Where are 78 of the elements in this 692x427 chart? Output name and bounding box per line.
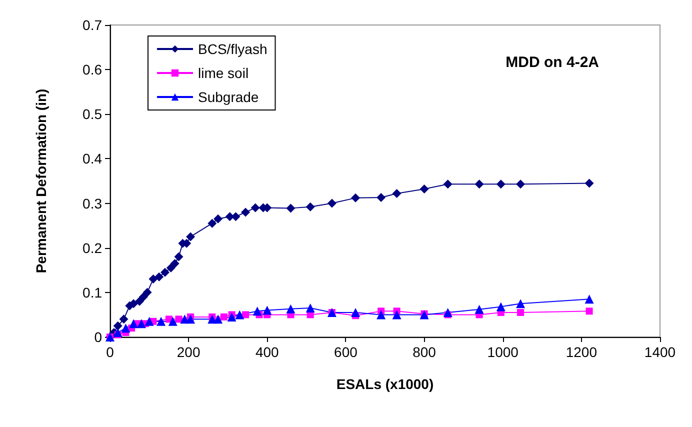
y-axis-title: Permanent Deformation (in) [33,88,49,274]
point [154,272,164,282]
point [138,292,148,302]
point [175,316,182,323]
point [241,208,250,217]
y-tick-label: 0.6 [82,62,102,78]
point [376,310,386,320]
x-tick-label: 200 [176,344,200,360]
x-tick-label: 1200 [566,344,598,360]
point [227,312,236,322]
point [262,306,272,315]
point [214,314,223,324]
legend-label: lime soil [198,65,249,81]
x-tick-label: 800 [412,344,436,360]
point [174,252,184,262]
point [327,198,336,208]
point [516,180,526,189]
point [160,268,170,277]
y-tick-label: 0.2 [82,240,102,256]
point [516,299,526,308]
point [129,319,138,328]
point [306,202,315,212]
point [420,184,429,194]
text: MDD on 4-2A [506,54,600,71]
y-tick-label: 0.4 [82,150,102,167]
x-tick-label: 400 [255,344,280,360]
point [113,321,122,330]
point [376,192,386,202]
y-tick-label: 0.3 [82,195,102,212]
point [208,218,217,228]
point [252,306,262,316]
x-tick-label: 0 [106,344,114,360]
point [392,310,402,320]
point [351,308,360,317]
point [166,263,176,272]
y-tick-label: 0.1 [82,284,102,300]
point [496,302,506,312]
x-axis-title: ESALs (x1000) [336,376,434,392]
point [220,313,228,320]
point [148,274,158,284]
point [144,316,154,326]
point [186,232,196,242]
y-tick-label: 0.7 [82,17,102,33]
point [306,304,315,313]
point [134,296,144,306]
x-tick-label: 1400 [644,344,676,360]
legend-label: Subgrade [198,89,259,105]
point [136,319,146,328]
point [242,311,250,318]
point [584,178,594,188]
legend-label: BCS/flyash [198,41,268,57]
point [584,294,594,304]
point [286,204,296,213]
point [474,180,484,189]
y-tick-label: 0 [94,329,102,345]
point [474,304,484,314]
point [214,214,223,224]
point [121,324,130,333]
point [170,258,180,268]
point [156,316,166,326]
point [392,188,402,198]
point [496,180,506,189]
point [517,308,524,316]
point [113,328,122,338]
y-tick-label: 0.5 [82,106,102,122]
point [250,203,260,212]
point [119,314,128,324]
point [142,288,152,297]
x-tick-label: 600 [334,344,358,360]
point [443,308,452,317]
point [186,314,196,324]
point [443,180,452,189]
point [351,193,360,202]
point [286,304,296,314]
point [168,316,178,326]
point [586,308,593,315]
x-tick-label: 1000 [487,344,519,360]
point [235,310,244,320]
